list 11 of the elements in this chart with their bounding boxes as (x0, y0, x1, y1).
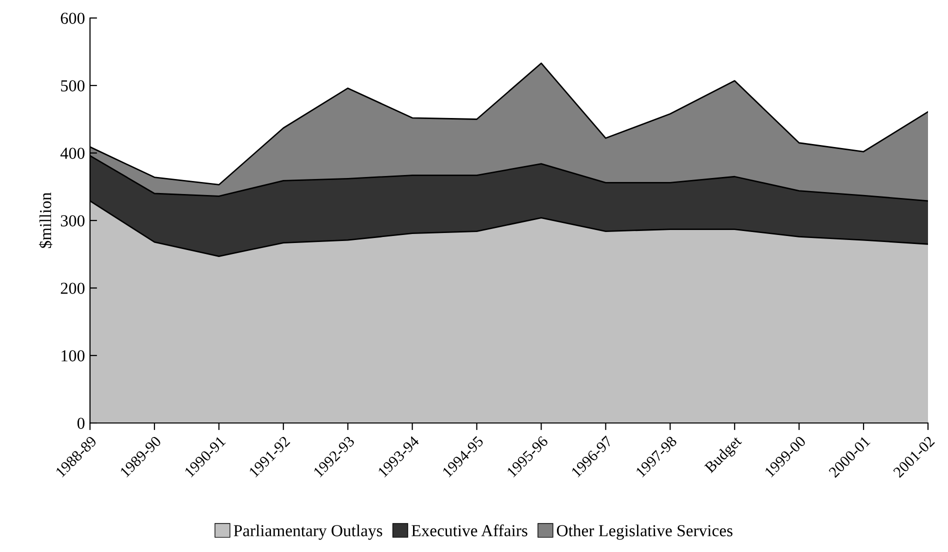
y-tick-label: 600 (60, 12, 85, 24)
legend-label: Other Legislative Services (556, 524, 732, 540)
y-tick-label: 300 (60, 215, 85, 226)
y-tick-label: 400 (60, 148, 85, 159)
y-tick-label: 100 (62, 350, 85, 362)
legend-label: Executive Affairs (412, 524, 528, 536)
legend-label: Parliamentary Outlays (234, 524, 382, 540)
y-tick-label: 500 (61, 80, 85, 92)
y-tick-label: 0 (77, 418, 85, 429)
y-tick-label: 200 (60, 282, 85, 294)
y-axis-title: $million (38, 192, 52, 248)
